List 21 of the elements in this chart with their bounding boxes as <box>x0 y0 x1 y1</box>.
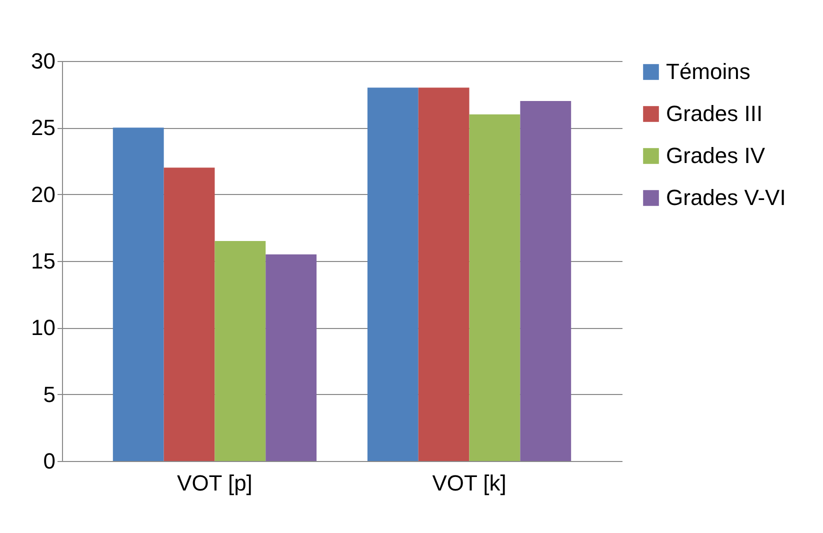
y-tick-label: 15 <box>31 248 56 274</box>
x-tick-label: VOT [k] <box>432 470 506 496</box>
bar <box>164 168 215 461</box>
bar <box>214 241 266 461</box>
legend-label: Grades III <box>666 101 763 126</box>
bar <box>112 128 164 461</box>
bar <box>418 88 470 461</box>
y-tick-label: 0 <box>43 448 56 474</box>
y-tick-label: 25 <box>31 115 56 140</box>
y-tick-label: 10 <box>31 315 56 340</box>
legend-label: Témoins <box>666 59 750 84</box>
legend-label: Grades IV <box>666 143 766 168</box>
bar <box>367 88 418 461</box>
legend-label: Grades V-VI <box>666 185 786 210</box>
x-tick-label: VOT [p] <box>177 470 252 496</box>
bar <box>520 101 572 461</box>
y-tick-label: 5 <box>43 382 56 407</box>
y-tick-label: 30 <box>31 48 56 74</box>
bar <box>469 114 520 461</box>
y-tick-label: 20 <box>31 182 56 207</box>
bar <box>266 254 317 461</box>
